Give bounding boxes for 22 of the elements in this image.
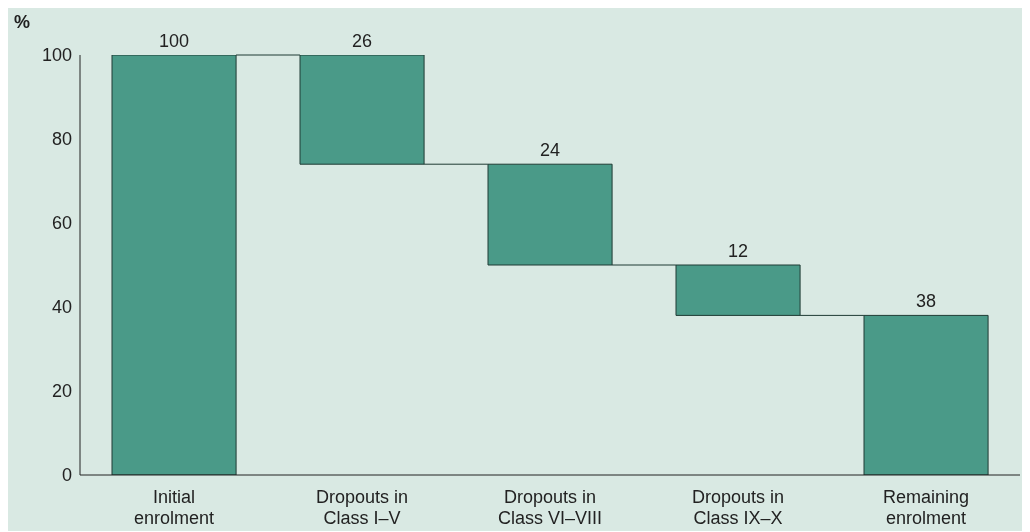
bar — [675, 264, 801, 316]
data-label: 100 — [159, 31, 190, 51]
data-label: 24 — [540, 140, 561, 161]
x-tick-label: Initial enrolment — [133, 487, 215, 528]
bar — [299, 55, 425, 165]
y-axis-title: % — [14, 12, 31, 32]
y-tick-label: 0 — [61, 465, 72, 486]
bar — [111, 55, 237, 475]
bar — [487, 163, 613, 266]
y-tick-label: 80 — [51, 129, 72, 150]
x-tick-label: Dropouts in Class I–V — [315, 487, 409, 528]
data-label: 26 — [352, 31, 373, 51]
y-tick-label: 100 — [41, 45, 72, 66]
data-label: 12 — [728, 241, 749, 261]
x-tick-label: Dropouts in Class VI–VIII — [497, 487, 603, 528]
data-label: 38 — [916, 291, 937, 312]
x-tick-label: Remaining enrolment — [882, 487, 970, 528]
y-tick-label: 20 — [51, 381, 72, 402]
y-tick-label: 60 — [51, 213, 72, 234]
bar — [863, 314, 989, 475]
y-tick-label: 40 — [51, 297, 72, 318]
x-tick-label: Dropouts in Class IX–X — [691, 487, 785, 528]
